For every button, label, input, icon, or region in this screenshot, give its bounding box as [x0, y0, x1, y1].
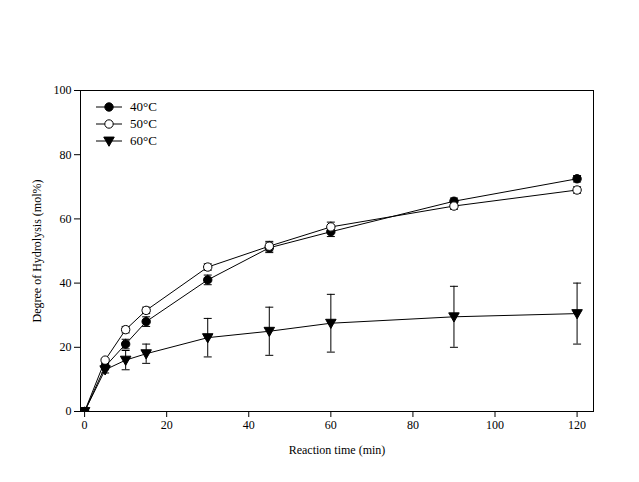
html-text:60°C: 60°C — [130, 132, 157, 148]
svg-text:60: 60 — [60, 212, 72, 226]
svg-text:100: 100 — [486, 418, 504, 432]
svg-text:80: 80 — [407, 418, 419, 432]
svg-text:60: 60 — [325, 418, 337, 432]
svg-text:Reaction time (min): Reaction time (min) — [289, 443, 386, 457]
svg-text:120: 120 — [568, 418, 586, 432]
svg-text:40: 40 — [60, 276, 72, 290]
svg-text:100: 100 — [54, 83, 72, 97]
html-text:50°C: 50°C — [130, 115, 157, 131]
svg-text:80: 80 — [60, 148, 72, 162]
svg-text:20: 20 — [60, 340, 72, 354]
svg-text:0: 0 — [82, 418, 88, 432]
svg-text:40: 40 — [243, 418, 255, 432]
svg-text:20: 20 — [161, 418, 173, 432]
svg-text:0: 0 — [66, 404, 72, 418]
html-text:40°C: 40°C — [130, 98, 157, 114]
svg-text:Degree of Hydrolysis (mol%): Degree of Hydrolysis (mol%) — [30, 180, 44, 323]
